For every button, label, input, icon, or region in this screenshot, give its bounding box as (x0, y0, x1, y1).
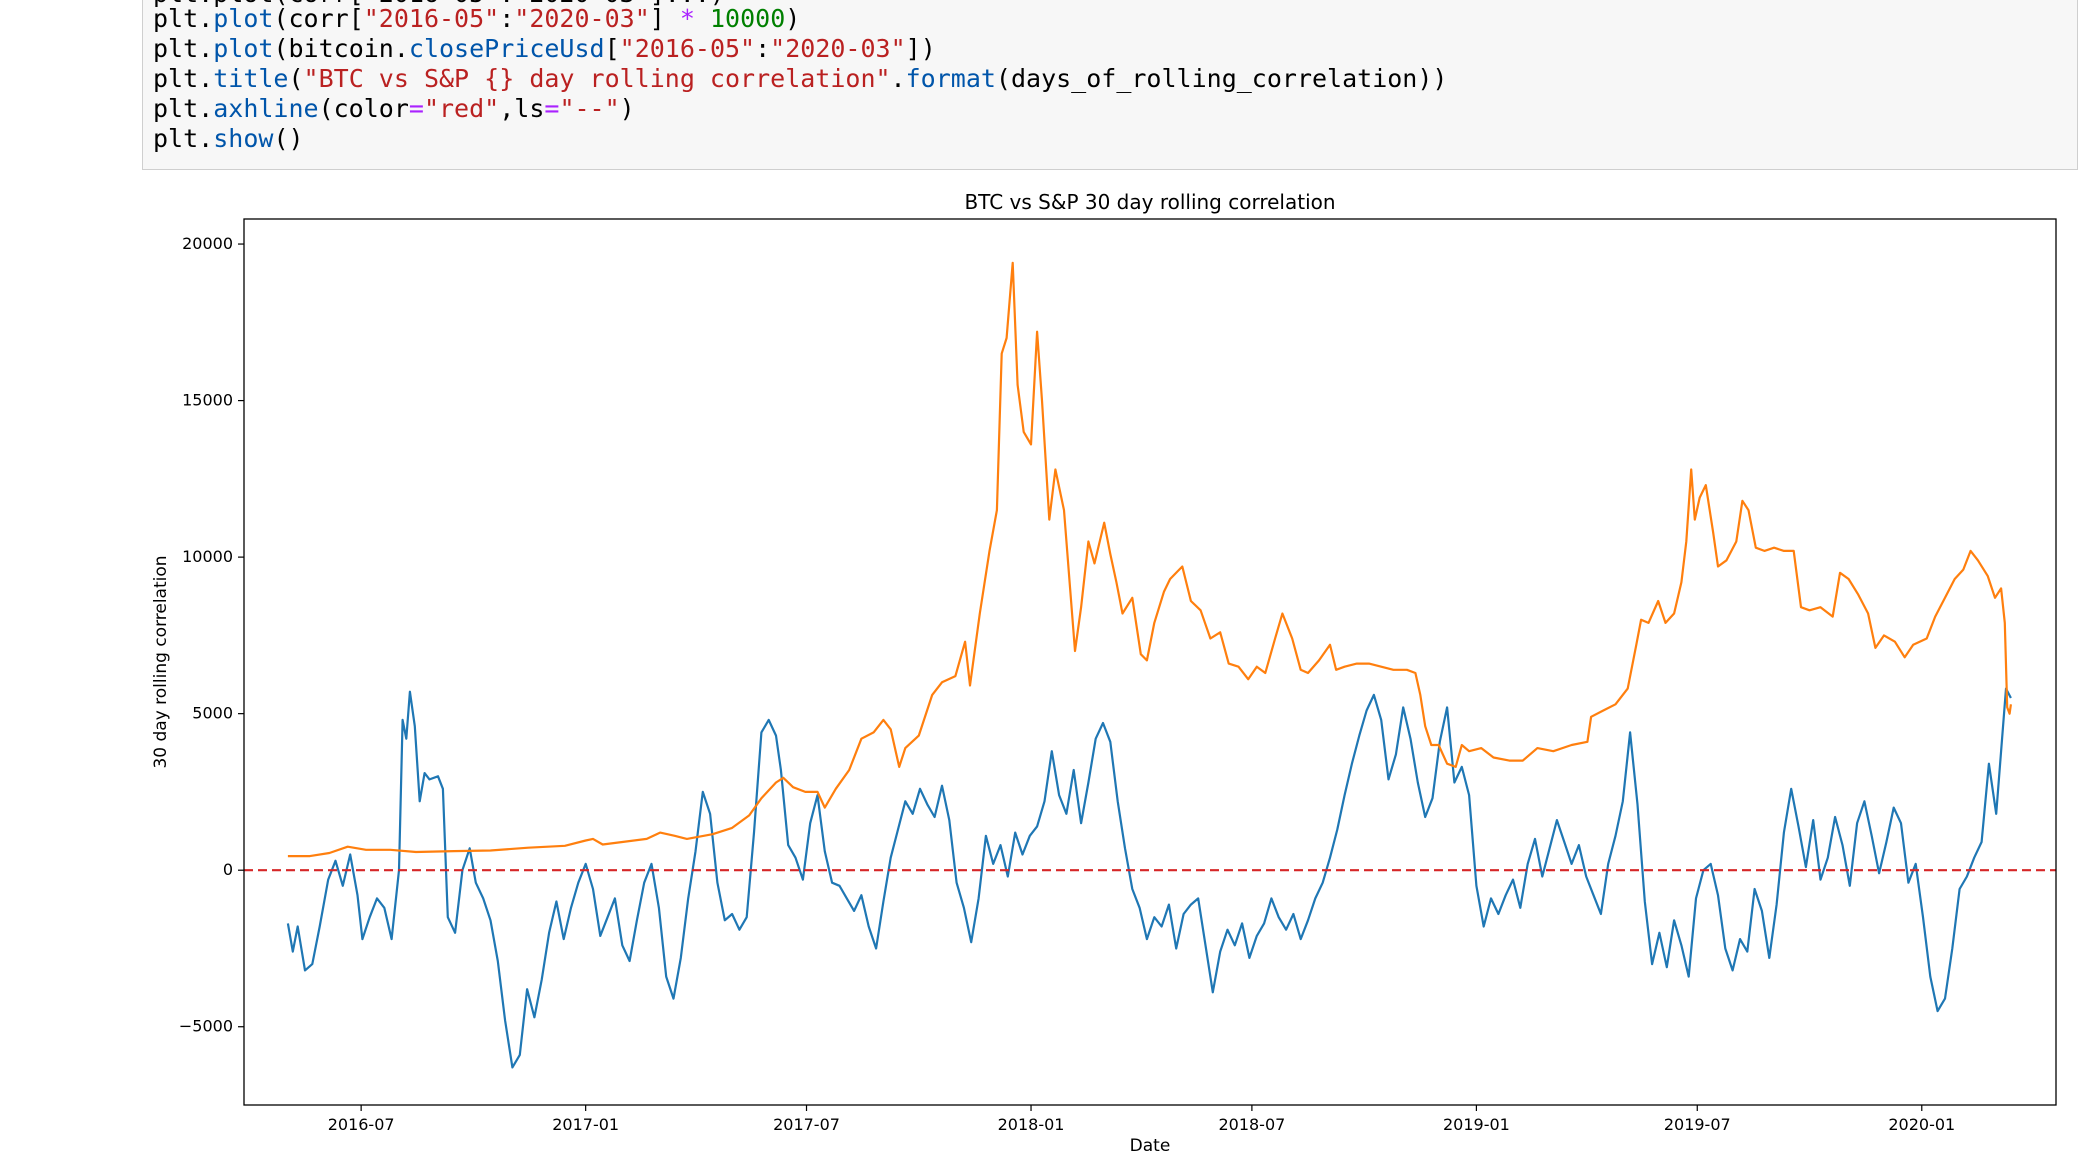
code-token: (corr[ (273, 4, 364, 33)
code-token: [ (604, 34, 620, 63)
code-token: . (890, 64, 906, 93)
code-token: plt. (153, 4, 214, 33)
code-line-4: plt.axhline(color="red",ls="--") (153, 94, 635, 124)
code-token: "2020-03" (770, 34, 906, 63)
code-token: "2016-05" (619, 34, 756, 63)
code-token: plt. (153, 34, 214, 63)
x-tick-label: 2018-07 (1218, 1115, 1285, 1134)
code-token (695, 4, 710, 33)
code-token: "2020-03" (514, 4, 650, 33)
y-tick-label: 15000 (182, 391, 233, 410)
code-token: ,ls (499, 94, 545, 123)
x-axis-label: Date (1130, 1136, 1171, 1156)
code-token: (color (318, 94, 409, 123)
y-axis-label: 30 day rolling correlation (151, 555, 171, 768)
x-tick-label: 2019-01 (1443, 1115, 1510, 1134)
code-token: 10000 (709, 4, 786, 33)
code-token: = (544, 94, 560, 123)
series-line-1 (286, 687, 2012, 1069)
code-token: "BTC vs S&P {} day rolling correlation" (303, 64, 891, 93)
code-token: plt. (153, 64, 214, 93)
y-tick-label: 0 (223, 860, 233, 879)
code-token: plt. (153, 94, 214, 123)
code-token: ( (288, 64, 304, 93)
rolling-correlation-chart: BTC vs S&P 30 day rolling correlation 20… (151, 190, 2057, 1156)
plot-lines (244, 261, 2056, 1069)
code-token: plot (213, 34, 274, 63)
y-axis: −5000 0 5000 10000 15000 20000 (179, 234, 244, 1036)
code-line-2: plt.plot(bitcoin.closePriceUsd["2016-05"… (153, 34, 936, 64)
code-token: ] (649, 4, 680, 33)
x-tick-label: 2016-07 (328, 1115, 395, 1134)
code-token: plt. (153, 124, 214, 153)
x-tick-label: 2020-01 (1888, 1115, 1955, 1134)
code-token: axhline (213, 94, 319, 123)
code-token: (days_of_rolling_correlation)) (995, 64, 1448, 93)
code-token: ]) (905, 34, 936, 63)
code-token: ) (619, 94, 635, 123)
code-token: (bitcoin. (273, 34, 409, 63)
y-tick-label: 5000 (192, 704, 233, 723)
code-line-5: plt.show() (153, 124, 304, 154)
y-tick-label: 20000 (182, 234, 233, 253)
x-tick-label: 2018-01 (998, 1115, 1065, 1134)
code-token: show (213, 124, 274, 153)
x-tick-label: 2019-07 (1664, 1115, 1731, 1134)
y-tick-label: −5000 (179, 1017, 233, 1036)
code-token: () (273, 124, 304, 153)
code-token: "2016-05" (363, 4, 500, 33)
code-token: "red" (423, 94, 500, 123)
code-line-3: plt.title("BTC vs S&P {} day rolling cor… (153, 64, 1447, 94)
code-token: format (905, 64, 996, 93)
code-token: * (679, 4, 695, 33)
series-line-2 (287, 261, 2012, 858)
x-axis: 2016-07 2017-01 2017-07 2018-01 2018-07 2019-… (328, 1105, 1955, 1134)
code-token: closePriceUsd (408, 34, 605, 63)
code-cell[interactable]: plt.plot(corr["2016-05":"2020-03"]...) p… (142, 0, 2078, 170)
y-tick-label: 10000 (182, 547, 233, 566)
code-token: "--" (559, 94, 620, 123)
code-token: ) (785, 4, 801, 33)
code-token: : (755, 34, 771, 63)
code-line-partial: plt.plot(corr["2016-05":"2020-03"]...) (153, 0, 725, 9)
code-token: : (499, 4, 515, 33)
code-line-1: plt.plot(corr["2016-05":"2020-03"] * 100… (153, 4, 800, 34)
x-tick-label: 2017-07 (773, 1115, 840, 1134)
code-token: plot (213, 4, 274, 33)
code-token: = (408, 94, 424, 123)
chart-title: BTC vs S&P 30 day rolling correlation (964, 190, 1335, 214)
plot-frame (243, 218, 2057, 1106)
code-token: title (213, 64, 289, 93)
x-tick-label: 2017-01 (552, 1115, 619, 1134)
